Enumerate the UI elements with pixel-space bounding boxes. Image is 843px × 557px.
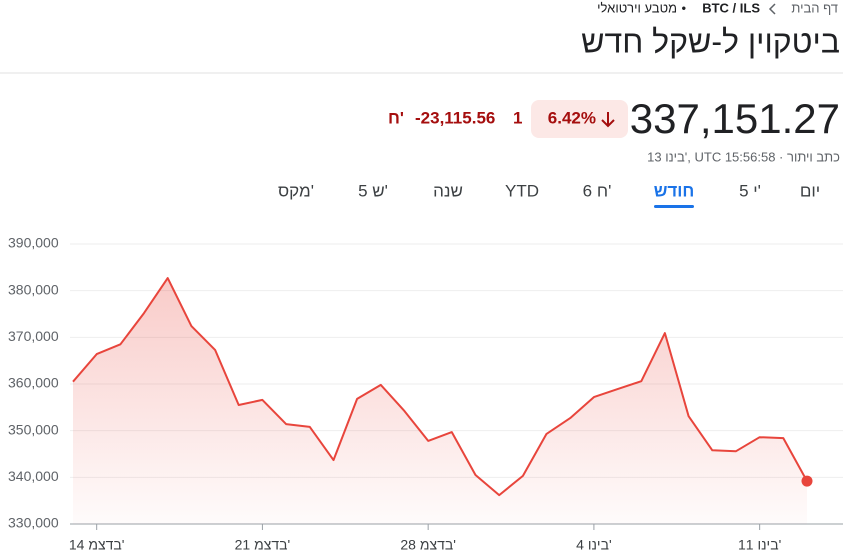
price-line — [72, 277, 808, 497]
change-percent: 6.42% — [548, 108, 596, 127]
range-tab[interactable]: 6 ח' — [583, 181, 612, 200]
x-tick-label: 14 בדצמ' — [69, 537, 125, 553]
y-tick-label: 380,000 — [8, 281, 59, 297]
chart: 330,000 340,000 350,000 360,000 370,000 380,0… — [8, 235, 843, 553]
breadcrumb-pair[interactable]: BTC / ILS — [702, 0, 760, 15]
x-tick-label: 4 בינו' — [576, 537, 611, 553]
y-tick-label: 350,000 — [8, 421, 59, 437]
last-point — [801, 475, 813, 487]
range-tab[interactable]: YTD — [505, 181, 539, 200]
range-tab[interactable]: 5 ש' — [358, 181, 388, 200]
area — [73, 278, 807, 524]
breadcrumb-category: מטבע וירטואלי — [597, 0, 677, 15]
change-unit: ח' — [388, 108, 404, 127]
timestamp: 13 בינו', UTC 15:56:58 · כתב ויתור — [647, 149, 840, 164]
y-tick-label: 330,000 — [8, 515, 59, 531]
y-tick-label: 370,000 — [8, 328, 59, 344]
range-tab[interactable]: 5 י' — [739, 181, 761, 200]
breadcrumb-chevron — [768, 3, 776, 15]
x-tick-label: 28 בדצמ' — [400, 537, 456, 553]
range-tab[interactable]: מקס' — [278, 181, 314, 200]
x-tick-label: 11 בינו' — [738, 537, 781, 553]
range-tab[interactable]: חודש — [654, 181, 695, 200]
down-arrow — [601, 112, 615, 128]
change-value: -23,115.56 — [415, 108, 495, 127]
price: 337,151.27 — [630, 95, 840, 142]
y-tick-label: 390,000 — [8, 235, 59, 251]
range-tabs: יום 5 י' חודש 6 ח' YTD שנה 5 ש' מקס' — [278, 181, 820, 208]
change-extra: 1 — [513, 108, 522, 127]
x-tick-label: 21 בדצמ' — [235, 537, 291, 553]
active-tab-underline — [654, 205, 694, 208]
y-tick-label: 340,000 — [8, 468, 59, 484]
page-title: ביטקוין ל-שקל חדש — [581, 23, 840, 59]
y-tick-label: 360,000 — [8, 375, 59, 391]
range-tab[interactable]: יום — [800, 181, 820, 200]
breadcrumb-separator: • — [681, 0, 686, 15]
range-tab[interactable]: שנה — [433, 181, 463, 200]
breadcrumb-home[interactable]: דף הבית — [791, 0, 838, 15]
change-badge — [531, 100, 628, 138]
